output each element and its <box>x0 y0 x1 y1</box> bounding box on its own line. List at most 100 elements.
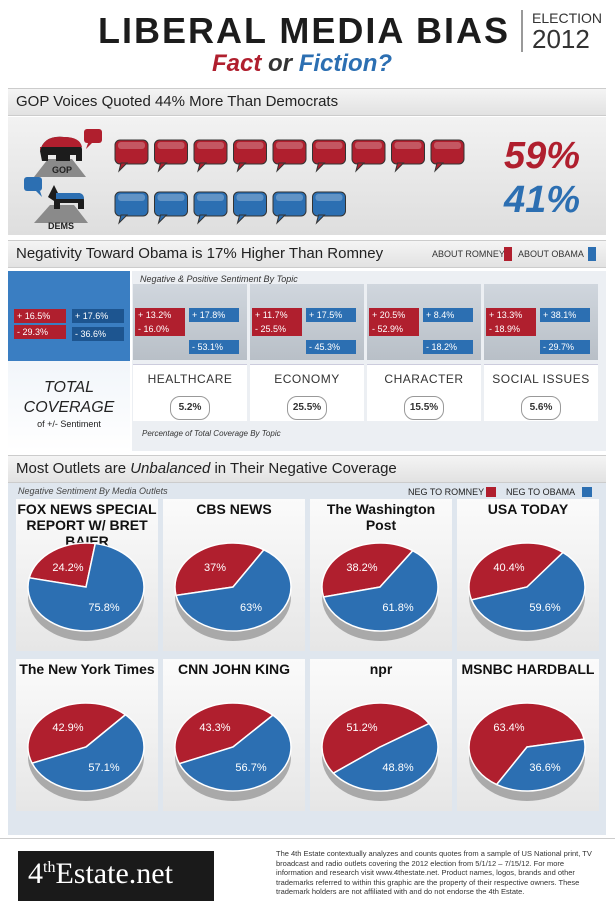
total-label-2: COVERAGE <box>23 399 115 416</box>
outlet-logo: npr <box>369 661 393 677</box>
outlet-pie-chart: 63.4% 36.6% <box>468 702 586 801</box>
heading-emphasis: Unbalanced <box>130 460 211 477</box>
gop-percent: 59% <box>504 135 581 177</box>
dems-bubble-row <box>114 191 346 225</box>
topic-social-issues: + 13.3% - 18.9% + 38.1% - 29.7% SOCIAL I… <box>484 284 598 451</box>
heading-part-b: in Their Negative Coverage <box>210 460 397 477</box>
topic-obama-pos: + 8.4% <box>423 308 473 322</box>
gop-quote-bubble-icon <box>430 139 465 173</box>
pie-slice-neg-obama <box>470 551 586 632</box>
legend-about-romney: ABOUT ROMNEY <box>432 249 505 259</box>
topic-share: 5.6% <box>521 396 561 420</box>
pie-data-label: 38.2% <box>346 562 377 574</box>
legend-neg-romney: NEG TO ROMNEY <box>408 487 485 497</box>
footer-disclaimer: The 4th Estate contextually analyzes and… <box>276 849 592 896</box>
gop-dems-panel: GOP DEMS 59% 41% <box>8 117 606 235</box>
total-romney-neg: - 29.3% <box>14 325 66 339</box>
legend-neg-obama: NEG TO OBAMA <box>506 487 576 497</box>
topic-obama-neg: - 29.7% <box>540 340 590 354</box>
topic-romney-neg: - 52.9% <box>369 322 419 336</box>
outlet-pie-chart: 38.2% 61.8% <box>321 542 439 641</box>
dems-quote-bubble-icon <box>312 191 346 225</box>
outlet-pie-chart: 43.3% 56.7% <box>174 702 292 801</box>
outlet-pie-chart: 37% 63% <box>174 542 292 641</box>
pie-data-label: 59.6% <box>529 602 560 614</box>
pie-data-label: 37% <box>204 562 226 574</box>
election-label: ELECTION <box>532 10 603 26</box>
topic-obama-neg: - 18.2% <box>423 340 473 354</box>
topic-share: 5.2% <box>170 396 210 420</box>
dems-percent: 41% <box>504 179 581 221</box>
gop-quote-bubble-icon <box>312 139 346 173</box>
topic-label: ECONOMY <box>274 372 340 386</box>
section-header-outlets: Most Outlets are Unbalanced in Their Neg… <box>8 455 606 483</box>
topic-obama-pos: + 17.8% <box>189 308 239 322</box>
legend-neg-obama-swatch <box>582 487 592 497</box>
header: LIBERAL MEDIA BIAS Fact or Fiction? ELEC… <box>0 0 615 82</box>
pie-data-label: 75.8% <box>88 602 119 614</box>
dems-quote-bubble-icon <box>154 191 188 225</box>
brand-text: 4thEstate.net <box>28 857 173 891</box>
pie-data-label: 48.8% <box>382 762 413 774</box>
pie-data-label: 36.6% <box>529 762 560 774</box>
pie-data-label: 63.4% <box>493 722 524 734</box>
topic-romney-pos: + 20.5% <box>369 308 419 322</box>
topic-healthcare: + 13.2% - 16.0% + 17.8% - 53.1% HEALTHCA… <box>133 284 247 451</box>
pie-slice-neg-obama <box>30 713 145 792</box>
outlet-logo: MSNBC HARDBALL <box>461 661 595 677</box>
legend-about-obama: ABOUT OBAMA <box>518 249 584 259</box>
pie-slice-neg-romney <box>321 542 414 598</box>
topic-economy: + 11.7% - 25.5% + 17.5% - 45.3% ECONOMY … <box>250 284 364 451</box>
section-heading: Negativity Toward Obama is 17% Higher Th… <box>16 245 384 262</box>
topic-romney-pos: + 11.7% <box>252 308 302 322</box>
subtitle-fact: Fact <box>212 50 262 77</box>
pie-slice-neg-obama <box>332 722 439 792</box>
gop-quote-bubble-icon <box>193 139 228 173</box>
outlet-pie-chart: 40.4% 59.6% <box>468 542 586 641</box>
outlet-logo: The Washington Post <box>326 501 436 533</box>
topic-romney-pos: + 13.3% <box>486 308 536 322</box>
legend-romney-swatch <box>504 247 512 261</box>
subtitle-fiction: Fiction? <box>298 50 393 77</box>
outlet-logo: CNN JOHN KING <box>177 661 290 677</box>
topic-obama-neg: - 53.1% <box>189 340 239 354</box>
election-year: 2012 <box>532 24 590 54</box>
topic-label: HEALTHCARE <box>147 372 233 386</box>
outlet-logo: The New York Times <box>19 661 155 677</box>
heading-part-a: Most Outlets are <box>16 460 131 477</box>
gop-quote-bubble-icon <box>272 139 307 173</box>
dems-label: DEMS <box>48 221 75 231</box>
pie-slice-neg-romney <box>27 702 127 765</box>
legend-neg-romney-swatch <box>486 487 496 497</box>
outlet-pie-chart: 24.2% 75.8% <box>27 542 145 641</box>
header-divider <box>521 10 523 52</box>
pie-slice-neg-obama <box>495 738 586 792</box>
total-label-3: of +/- Sentiment <box>37 419 101 429</box>
pie-data-label: 56.7% <box>235 762 266 774</box>
pie-data-label: 40.4% <box>493 562 524 574</box>
total-label-1: TOTAL <box>43 379 95 396</box>
outlet-tile: CBS NEWS 37% 63% <box>163 499 305 651</box>
outlet-tile: npr 51.2% 48.8% <box>310 659 452 811</box>
pie-slice-neg-romney <box>174 542 266 597</box>
section-heading: GOP Voices Quoted 44% More Than Democrat… <box>16 93 339 110</box>
pie-slice-neg-obama <box>322 549 439 632</box>
outlet-logo: USA TODAY <box>487 501 569 517</box>
brand-sup: th <box>43 859 56 876</box>
topic-caption: Negative & Positive Sentiment By Topic <box>140 274 298 284</box>
section-heading: Most Outlets are Unbalanced in Their Neg… <box>16 460 397 477</box>
topic-share: 25.5% <box>287 396 327 420</box>
topic-romney-neg: - 18.9% <box>486 322 536 336</box>
pie-slice-neg-romney <box>28 542 97 588</box>
outlet-tile: MSNBC HARDBALL 63.4% 36.6% <box>457 659 599 811</box>
outlet-tile: USA TODAY 40.4% 59.6% <box>457 499 599 651</box>
page-title: LIBERAL MEDIA BIAS <box>98 10 511 51</box>
topic-romney-pos: + 13.2% <box>135 308 185 322</box>
outlet-logo: FOX NEWS SPECIAL REPORT W/ BRET BAIER <box>17 501 157 549</box>
dems-quote-bubble-icon <box>233 191 267 225</box>
outlet-tile: The New York Times 42.9% 57.1% <box>16 659 158 811</box>
footer: 4thEstate.net The 4th Estate contextuall… <box>0 838 615 915</box>
pie-slice-neg-romney <box>468 702 585 786</box>
outlet-tile: CNN JOHN KING 43.3% 56.7% <box>163 659 305 811</box>
